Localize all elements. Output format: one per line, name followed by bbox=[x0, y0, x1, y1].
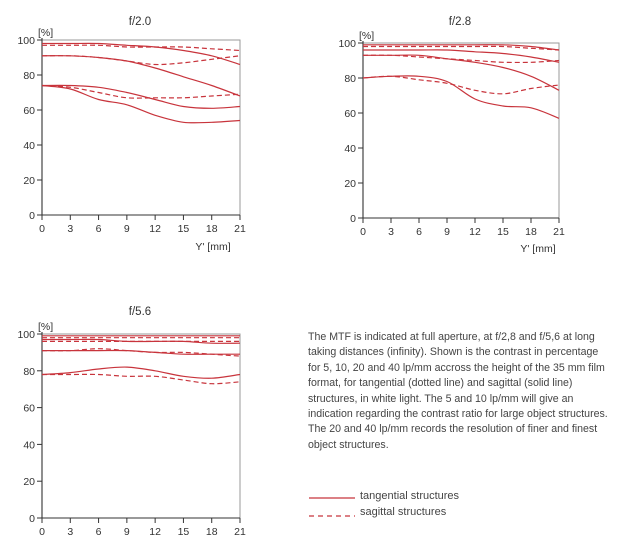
y-tick-label: 0 bbox=[350, 213, 356, 225]
x-tick-label: 6 bbox=[416, 226, 422, 238]
y-axis-label: [%] bbox=[38, 27, 53, 39]
legend-label-tangential: tangential structures bbox=[360, 490, 460, 502]
x-tick-label: 6 bbox=[96, 526, 102, 535]
x-tick-label: 0 bbox=[39, 526, 45, 535]
series-line-solid bbox=[41, 84, 241, 109]
chart-f20: f/2.0 0 20 40 60 80 100[%] 0 3 6 9 12 15 18 21 Y' [mm] bbox=[17, 16, 246, 253]
series-line-dashed bbox=[362, 75, 560, 95]
x-tick-label: 15 bbox=[178, 223, 190, 235]
x-tick-label: 3 bbox=[67, 526, 73, 535]
y-tick-label: 60 bbox=[23, 403, 35, 415]
series-line-solid bbox=[42, 42, 241, 66]
series-line-dashed bbox=[41, 348, 241, 357]
series-line-dashed bbox=[41, 84, 241, 99]
x-tick-label: 15 bbox=[178, 526, 190, 535]
y-tick-label: 100 bbox=[338, 38, 356, 50]
series-line-solid bbox=[363, 49, 560, 63]
y-tick-label: 20 bbox=[23, 175, 35, 187]
plot-frame bbox=[362, 42, 560, 219]
x-tick-label: 6 bbox=[96, 223, 102, 235]
y-tick-label: 40 bbox=[23, 140, 35, 152]
x-tick-label: 15 bbox=[497, 226, 509, 238]
x-tick-label: 21 bbox=[234, 223, 246, 235]
plot-frame bbox=[41, 333, 241, 519]
y-tick-label: 80 bbox=[23, 366, 35, 378]
x-tick-label: 9 bbox=[444, 226, 450, 238]
x-tick-label: 12 bbox=[469, 226, 481, 238]
chart-f28: f/2.8 0 20 40 60 80 100[%] 0 3 6 9 12 15 18 21 Y' [mm] bbox=[338, 16, 565, 255]
x-axis-label: Y' [mm] bbox=[520, 243, 555, 255]
series-line-solid bbox=[41, 55, 241, 97]
y-tick-label: 60 bbox=[344, 108, 356, 120]
x-tick-label: 3 bbox=[388, 226, 394, 238]
y-tick-label: 40 bbox=[23, 439, 35, 451]
series-line-solid bbox=[363, 44, 560, 51]
y-tick-label: 60 bbox=[23, 105, 35, 117]
x-tick-label: 3 bbox=[67, 223, 73, 235]
series-line-solid bbox=[41, 84, 241, 124]
legend: tangential structures sagittal structure… bbox=[309, 490, 460, 518]
x-tick-label: 18 bbox=[206, 223, 218, 235]
chart-title: f/2.0 bbox=[129, 16, 151, 28]
y-tick-label: 0 bbox=[29, 210, 35, 222]
chart-f56: f/5.6 0 20 40 60 80 100[%] 0 3 6 9 12 15 18 21 bbox=[17, 306, 246, 535]
y-tick-label: 80 bbox=[344, 73, 356, 85]
x-tick-label: 0 bbox=[39, 223, 45, 235]
series-line-dashed bbox=[363, 45, 560, 51]
y-tick-label: 40 bbox=[344, 143, 356, 155]
series-line-solid bbox=[41, 366, 241, 379]
x-tick-label: 21 bbox=[553, 226, 565, 238]
x-tick-label: 9 bbox=[124, 223, 130, 235]
y-tick-label: 80 bbox=[23, 70, 35, 82]
y-tick-label: 100 bbox=[17, 35, 35, 47]
description-text: The MTF is indicated at full aperture, a… bbox=[308, 331, 608, 451]
y-tick-label: 20 bbox=[23, 476, 35, 488]
y-axis-label: [%] bbox=[38, 321, 53, 333]
series-line-dashed bbox=[41, 55, 241, 66]
x-tick-label: 0 bbox=[360, 226, 366, 238]
chart-title: f/5.6 bbox=[129, 306, 151, 318]
x-axis-label: Y' [mm] bbox=[195, 241, 230, 253]
series-line-dashed bbox=[362, 54, 560, 64]
plot-frame bbox=[41, 39, 241, 216]
series-line-dashed bbox=[41, 373, 241, 385]
y-tick-label: 20 bbox=[344, 178, 356, 190]
chart-title: f/2.8 bbox=[449, 16, 471, 28]
legend-label-sagittal: sagittal structures bbox=[360, 506, 447, 518]
x-tick-label: 12 bbox=[149, 223, 161, 235]
x-tick-label: 18 bbox=[206, 526, 218, 535]
y-axis-label: [%] bbox=[359, 30, 374, 42]
y-tick-label: 100 bbox=[17, 329, 35, 341]
x-tick-label: 18 bbox=[525, 226, 537, 238]
x-tick-label: 12 bbox=[149, 526, 161, 535]
series-line-dashed bbox=[42, 44, 241, 52]
y-tick-label: 0 bbox=[29, 513, 35, 525]
series-line-solid bbox=[363, 54, 560, 91]
x-tick-label: 9 bbox=[124, 526, 130, 535]
x-tick-label: 21 bbox=[234, 526, 246, 535]
series-line-solid bbox=[362, 75, 560, 119]
